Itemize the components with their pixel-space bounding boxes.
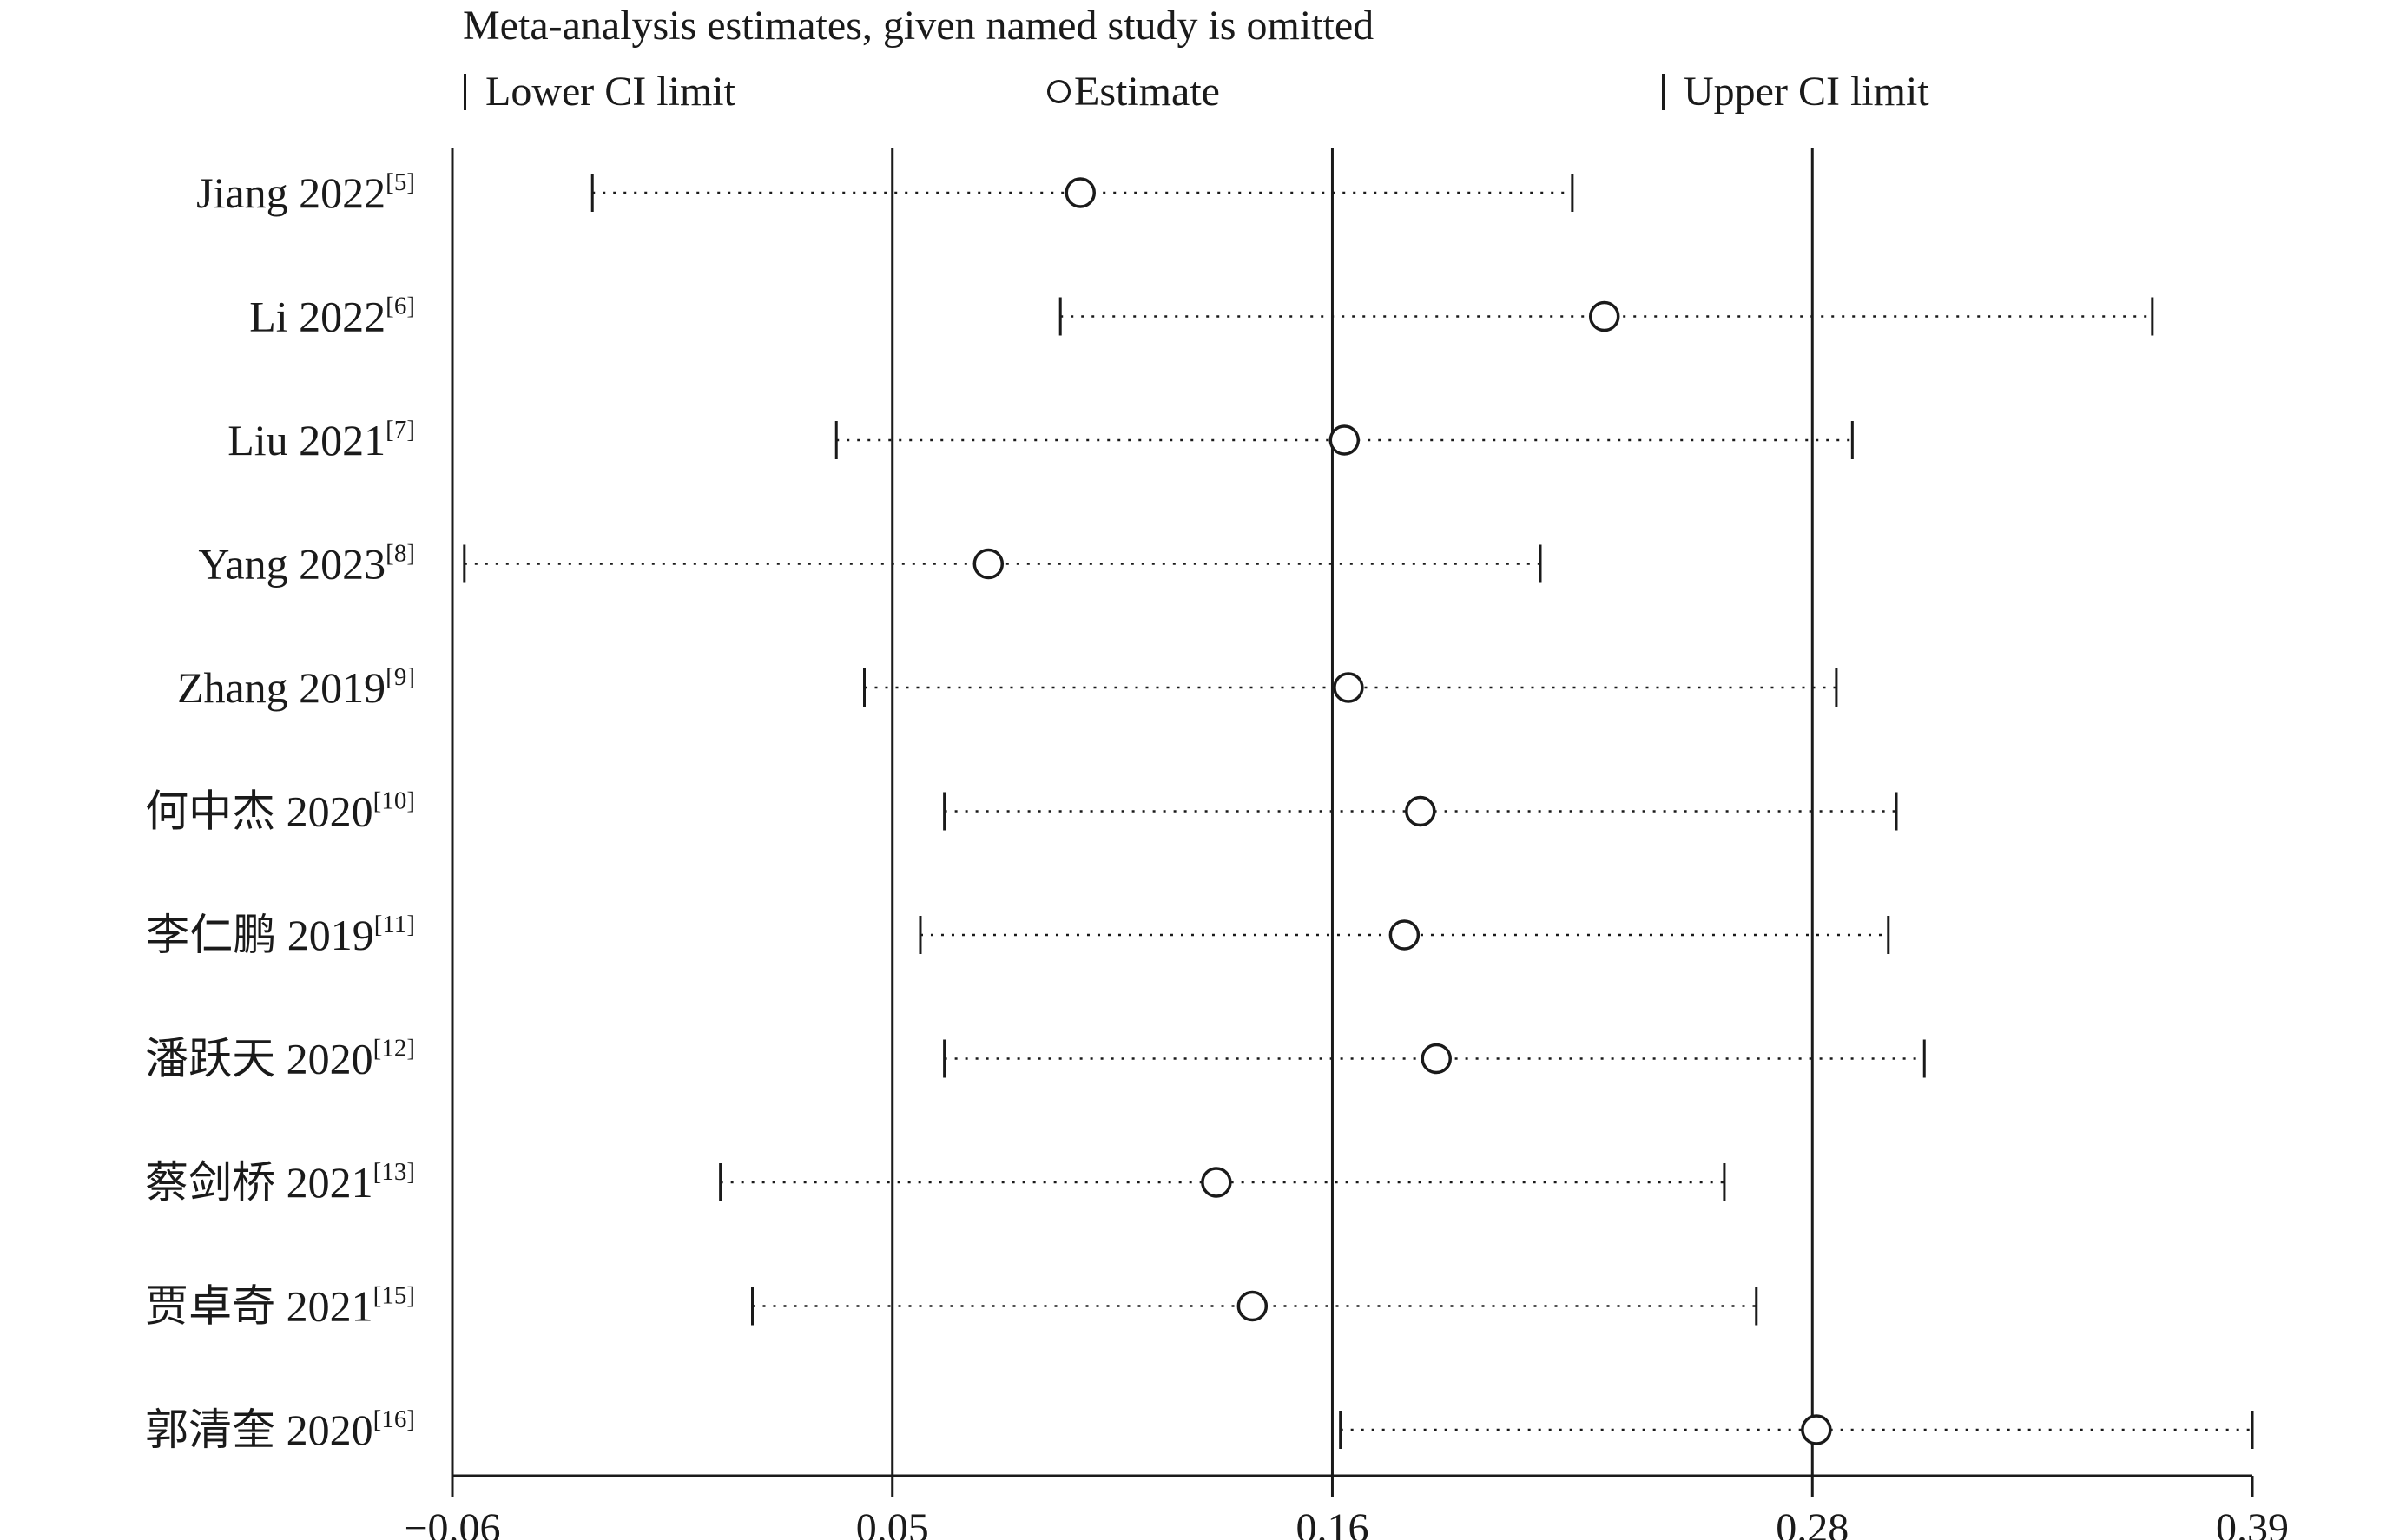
estimate-point-8 [1201,1167,1232,1198]
study-label-2: Liu 2021[7] [227,416,415,464]
estimate-point-0 [1065,177,1096,208]
x-tick-label-1: 0.05 [856,1505,929,1540]
study-label-10: 郭清奎 2020[16] [145,1405,415,1454]
lower-ci-marker-icon [464,73,466,110]
study-label-0: Jiang 2022[5] [196,168,415,217]
estimate-point-4 [1333,672,1364,703]
legend-lower-label: Lower CI limit [485,69,735,115]
x-tick-label-3: 0.28 [1776,1505,1849,1540]
upper-ci-marker-icon [1662,73,1665,110]
legend-upper-ci: Upper CI limit [1662,68,1929,115]
estimate-circle-icon [1047,80,1071,103]
study-label-5: 何中杰 2020[10] [145,787,415,836]
study-label-6: 李仁鹏 2019[11] [146,911,415,959]
legend-estimate-label: Estimate [1074,69,1220,115]
study-label-7: 潘跃天 2020[12] [145,1035,415,1083]
legend-upper-label: Upper CI limit [1684,69,1929,115]
study-label-9: 贾卓奇 2021[15] [145,1282,415,1331]
legend-estimate: Estimate [1047,68,1220,115]
legend-lower-ci: Lower CI limit [464,68,735,115]
study-label-1: Li 2022[6] [249,293,415,341]
estimate-point-2 [1328,424,1361,456]
x-tick-label-2: 0.16 [1295,1505,1368,1540]
estimate-point-7 [1421,1043,1452,1075]
chart-title: Meta-analysis estimates, given named stu… [463,3,1374,49]
estimate-point-1 [1588,300,1620,332]
estimate-point-9 [1236,1290,1269,1322]
estimate-point-10 [1801,1414,1832,1445]
study-label-3: Yang 2023[8] [198,540,415,589]
study-label-8: 蔡剑桥 2021[13] [145,1158,415,1207]
estimate-point-3 [972,548,1005,580]
x-tick-label-4: 0.39 [2216,1505,2289,1540]
x-tick-label-0: −0.06 [404,1505,500,1540]
estimate-point-6 [1388,919,1421,951]
study-label-4: Zhang 2019[9] [177,663,415,712]
estimate-point-5 [1405,795,1436,827]
